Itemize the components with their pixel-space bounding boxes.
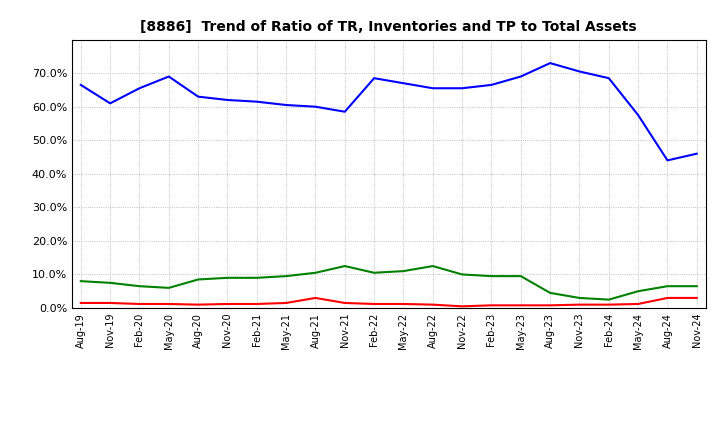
Inventories xyxy=(164,74,173,79)
Inventories xyxy=(458,86,467,91)
Inventories xyxy=(194,94,202,99)
Inventories xyxy=(693,151,701,156)
Line: Trade Receivables: Trade Receivables xyxy=(81,298,697,306)
Inventories xyxy=(135,86,144,91)
Inventories xyxy=(311,104,320,109)
Trade Receivables xyxy=(546,303,554,308)
Trade Receivables xyxy=(663,295,672,301)
Trade Receivables xyxy=(370,301,379,307)
Trade Payables xyxy=(194,277,202,282)
Trade Payables xyxy=(253,275,261,280)
Trade Receivables xyxy=(106,301,114,306)
Title: [8886]  Trend of Ratio of TR, Inventories and TP to Total Assets: [8886] Trend of Ratio of TR, Inventories… xyxy=(140,20,637,34)
Trade Receivables xyxy=(487,303,496,308)
Trade Receivables xyxy=(516,303,525,308)
Line: Inventories: Inventories xyxy=(81,63,697,160)
Trade Receivables xyxy=(76,301,85,306)
Trade Payables xyxy=(223,275,232,280)
Trade Receivables xyxy=(428,302,437,307)
Trade Receivables xyxy=(605,302,613,307)
Inventories xyxy=(76,82,85,88)
Trade Receivables xyxy=(253,301,261,307)
Trade Payables xyxy=(341,264,349,269)
Line: Trade Payables: Trade Payables xyxy=(81,266,697,300)
Inventories xyxy=(487,82,496,88)
Trade Payables xyxy=(311,270,320,275)
Trade Payables xyxy=(76,279,85,284)
Trade Receivables xyxy=(223,301,232,307)
Trade Receivables xyxy=(135,301,144,307)
Trade Payables xyxy=(663,283,672,289)
Inventories xyxy=(428,86,437,91)
Trade Receivables xyxy=(575,302,584,307)
Inventories xyxy=(223,97,232,103)
Trade Payables xyxy=(546,290,554,296)
Trade Payables xyxy=(458,272,467,277)
Trade Receivables xyxy=(399,301,408,307)
Trade Payables xyxy=(164,285,173,290)
Trade Payables xyxy=(282,274,290,279)
Inventories xyxy=(341,109,349,114)
Trade Payables xyxy=(487,274,496,279)
Trade Receivables xyxy=(311,295,320,301)
Trade Payables xyxy=(516,274,525,279)
Trade Payables xyxy=(370,270,379,275)
Trade Payables xyxy=(135,283,144,289)
Inventories xyxy=(605,76,613,81)
Trade Receivables xyxy=(164,301,173,307)
Inventories xyxy=(516,74,525,79)
Trade Payables xyxy=(399,268,408,274)
Trade Payables xyxy=(693,283,701,289)
Trade Receivables xyxy=(458,304,467,309)
Inventories xyxy=(106,101,114,106)
Trade Receivables xyxy=(282,301,290,306)
Trade Payables xyxy=(106,280,114,286)
Trade Payables xyxy=(575,295,584,301)
Inventories xyxy=(253,99,261,104)
Inventories xyxy=(575,69,584,74)
Inventories xyxy=(370,76,379,81)
Trade Receivables xyxy=(634,301,642,307)
Trade Payables xyxy=(605,297,613,302)
Inventories xyxy=(634,113,642,118)
Inventories xyxy=(399,81,408,86)
Inventories xyxy=(546,60,554,66)
Inventories xyxy=(663,158,672,163)
Trade Receivables xyxy=(194,302,202,307)
Inventories xyxy=(282,103,290,108)
Trade Receivables xyxy=(693,295,701,301)
Trade Payables xyxy=(428,264,437,269)
Trade Payables xyxy=(634,289,642,294)
Trade Receivables xyxy=(341,301,349,306)
